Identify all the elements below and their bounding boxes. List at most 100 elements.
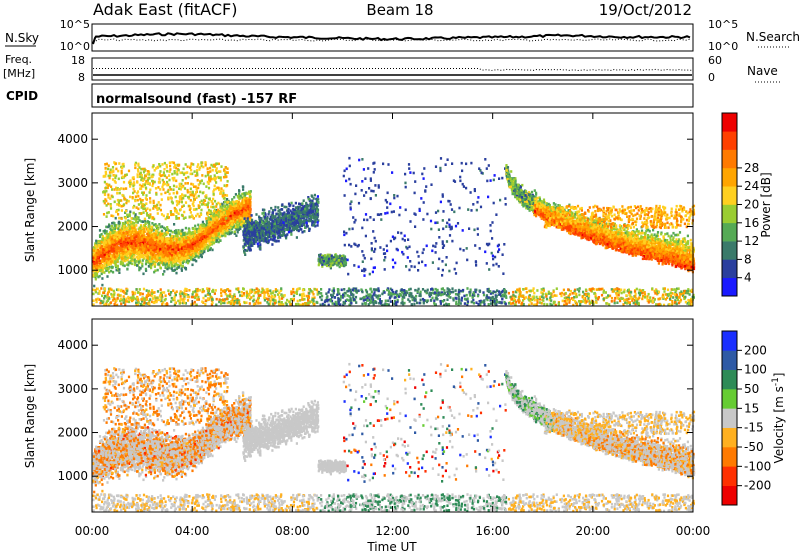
power-echo (181, 179, 184, 182)
power-echo (113, 261, 116, 265)
power-echo (127, 251, 130, 254)
power-echo (169, 233, 172, 236)
power-echo (210, 243, 214, 246)
nsky-frame (91, 23, 694, 52)
power-echo (170, 240, 173, 243)
power-echo (154, 269, 157, 272)
power-echo (247, 215, 250, 219)
power-echo (244, 192, 248, 195)
power-echo (204, 244, 207, 247)
power-echo (188, 234, 191, 237)
power-echo (165, 229, 168, 233)
power-echo (139, 171, 142, 175)
power-echo (193, 230, 196, 233)
power-echo (115, 167, 118, 171)
power-echo (144, 197, 147, 200)
power-echo (120, 209, 123, 212)
power-echo (196, 240, 199, 243)
power-echo (118, 162, 121, 165)
power-echo (147, 234, 150, 238)
power-echo (180, 213, 184, 217)
power-echo (171, 241, 174, 245)
power-echo (121, 234, 124, 238)
power-echo (159, 261, 162, 264)
power-echo (205, 223, 208, 227)
power-echo (135, 238, 138, 241)
power-echo (235, 228, 238, 231)
power-echo (97, 243, 101, 247)
power-echo (140, 176, 143, 180)
power-echo (177, 232, 180, 235)
power-echo (244, 206, 247, 209)
power-echo (155, 236, 158, 239)
power-echo (122, 263, 125, 267)
power-echo (216, 232, 219, 236)
power-echo (235, 211, 238, 214)
power-echo (131, 258, 134, 261)
power-echo (201, 174, 204, 177)
power-echo (204, 247, 207, 251)
power-echo (93, 284, 96, 288)
power-echo (133, 233, 136, 237)
power-echo (219, 239, 222, 242)
power-echo (227, 200, 230, 204)
power-echo (132, 234, 135, 238)
power-echo (185, 256, 189, 260)
power-echo (151, 184, 154, 188)
power-echo (169, 245, 172, 249)
power-echo (124, 217, 127, 220)
power-echo (207, 244, 210, 248)
power-echo (163, 236, 166, 239)
power-echo (199, 213, 203, 216)
power-echo (163, 240, 166, 244)
power-echo (196, 165, 199, 169)
power-echo (103, 180, 106, 184)
power-echo (135, 224, 138, 227)
power-echo (116, 231, 120, 234)
power-echo (129, 252, 132, 256)
power-echo (181, 228, 184, 232)
power-echo (100, 240, 103, 244)
power-echo (108, 176, 111, 180)
power-echo (168, 161, 171, 164)
power-echo (135, 251, 138, 255)
power-echo (178, 254, 181, 257)
power-echo (107, 239, 111, 242)
power-echo (218, 227, 221, 231)
power-echo (228, 230, 231, 234)
power-echo (226, 229, 229, 233)
power-echo (171, 213, 174, 216)
power-echo (105, 232, 108, 235)
power-echo (127, 199, 130, 203)
power-echo (171, 246, 174, 249)
power-echo (174, 209, 177, 213)
power-echo (151, 179, 154, 183)
power-echo (172, 161, 176, 165)
power-echo (141, 220, 145, 223)
power-echo (137, 249, 140, 252)
power-echo (137, 170, 140, 173)
power-echo (144, 186, 148, 190)
power-echo (196, 173, 199, 176)
power-echo (107, 235, 110, 239)
power-echo (104, 237, 107, 240)
power-echo (195, 259, 198, 263)
power-echo (200, 255, 203, 259)
power-echo (178, 182, 181, 186)
power-echo (189, 258, 193, 261)
nsky-tick-top: 10^5 (60, 18, 90, 31)
power-echo (219, 212, 222, 216)
power-echo (143, 217, 146, 221)
power-echo (113, 243, 116, 247)
power-echo (178, 237, 181, 241)
power-echo (248, 202, 251, 205)
power-echo (168, 170, 171, 174)
power-echo (152, 207, 155, 210)
power-echo (104, 166, 107, 170)
power-echo (105, 230, 108, 233)
power-echo (137, 254, 140, 257)
power-echo (175, 238, 178, 241)
power-echo (132, 181, 136, 185)
power-echo (131, 236, 134, 240)
